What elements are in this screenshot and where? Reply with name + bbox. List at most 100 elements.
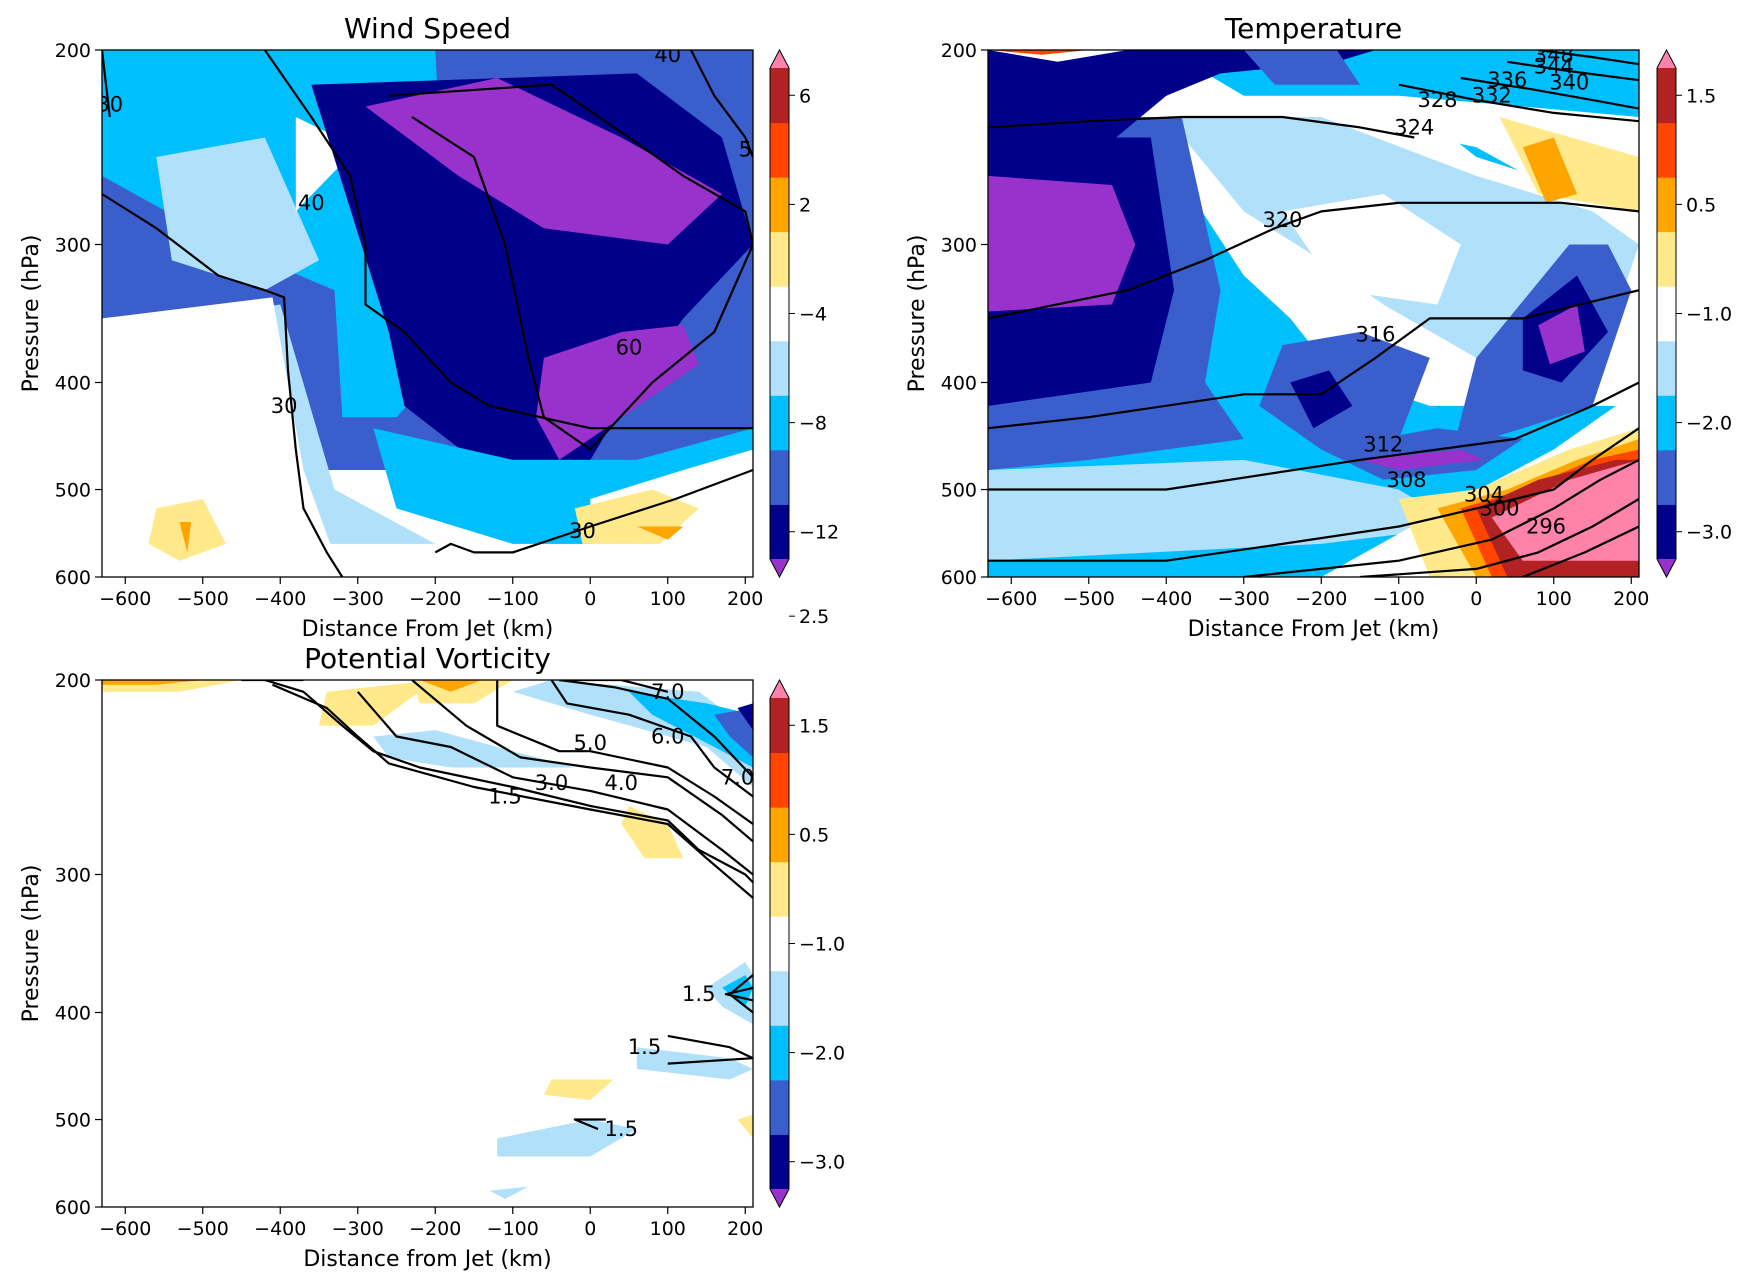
contour-line [411, 680, 753, 843]
filled-region-pale_yellow [1499, 117, 1639, 212]
colorbar-extend-high [1657, 50, 1676, 68]
contour-label: 300 [1479, 496, 1519, 520]
x-tick-label: 0 [1470, 588, 1482, 610]
y-axis-label: Pressure (hPa) [905, 235, 930, 393]
x-axis-label: Distance from Jet (km) [303, 1247, 551, 1272]
colorbar-bin-navy [1657, 504, 1676, 560]
colorbar-bin-dark_red [1657, 68, 1676, 124]
filled-region-purple [1538, 304, 1585, 365]
colorbar-label: 2 [799, 194, 811, 216]
contour-line [559, 680, 669, 693]
contour-line [988, 381, 1639, 491]
y-tick-label: 600 [55, 1197, 91, 1219]
x-tick-label: −400 [254, 1218, 306, 1240]
filled-region-orange [419, 680, 482, 692]
colorbar-label: −3.0 [1686, 522, 1732, 544]
x-tick-label: −100 [1373, 588, 1425, 610]
contour-line [264, 680, 753, 884]
colorbar-outline [1656, 48, 1677, 579]
y-tick-label: 600 [941, 567, 977, 589]
chart-title: Wind Speed [344, 12, 511, 45]
chart-title: Potential Vorticity [304, 642, 551, 675]
colorbar-label: −8 [799, 413, 827, 435]
contour-line [988, 115, 1415, 139]
contour-label: 332 [1472, 84, 1512, 108]
y-tick-label: 200 [941, 40, 977, 62]
contour-label: 30 [569, 519, 596, 543]
filled-region-white [1282, 194, 1461, 305]
x-tick-label: −100 [487, 1218, 539, 1240]
contour-line [102, 193, 344, 577]
colorbar-bin-orange [770, 807, 789, 863]
contour-line [356, 691, 753, 876]
colorbar-bin-orange [1657, 177, 1676, 233]
colorbar-temp: −3.0−2.0−1.00.51.52.5 [1656, 48, 1732, 579]
contour-label: 5 [739, 137, 752, 161]
contour-line [559, 680, 753, 779]
filled-region-pink [1491, 459, 1639, 561]
colorbar-bin-royal [770, 449, 789, 505]
colorbar-bin-navy [770, 1134, 789, 1190]
x-tick-label: −200 [409, 1218, 461, 1240]
colorbar-bin-red_orange [770, 122, 789, 178]
contour-label: 344 [1534, 55, 1574, 79]
contour-label: 324 [1394, 115, 1434, 139]
x-tick-label: −600 [99, 588, 151, 610]
colorbar-bin-light [1657, 340, 1676, 396]
colorbar-extend-low [770, 1189, 789, 1207]
colorbar-label: 1.5 [799, 715, 829, 737]
plot-area-wind: 40 30 5 40 60 30 30 [102, 43, 753, 577]
contour-line [667, 1034, 753, 1060]
colorbar-outline [769, 678, 790, 1209]
contour-label: 304 [1464, 482, 1504, 506]
colorbar-bin-pale_yellow [770, 231, 789, 287]
contour-label: 4.0 [605, 771, 638, 795]
filled-region-light [156, 137, 319, 291]
contour-label: 1.5 [488, 785, 521, 809]
plot-area-pv: 7.0 5.0 6.0 7.0 3.0 4.0 1.5 1.5 1.5 1.5 [102, 680, 754, 1207]
filled-region-royal [1243, 50, 1360, 85]
filled-region-pale_yellow [737, 1114, 753, 1139]
colorbar-label: −2.0 [1686, 413, 1732, 435]
x-tick-label: 200 [1613, 588, 1649, 610]
plot-background [102, 680, 753, 1207]
y-tick-label: 400 [55, 1003, 91, 1025]
contour-line [690, 50, 753, 158]
plot-frame [987, 49, 1640, 578]
colorbar-label: −12 [799, 522, 839, 544]
x-tick-label: −400 [1140, 588, 1192, 610]
colorbar-bin-dark_red [770, 68, 789, 124]
x-tick-label: −300 [332, 1218, 384, 1240]
colorbar-label: 6 [799, 85, 811, 107]
filled-region-pale_yellow [319, 680, 436, 726]
x-axis-label: Distance From Jet (km) [302, 617, 554, 642]
x-tick-label: −500 [1063, 588, 1115, 610]
x-tick-label: 100 [650, 1218, 686, 1240]
colorbar-bin-sky [1657, 395, 1676, 451]
filled-region-royal [1259, 332, 1430, 450]
filled-region-orange [179, 522, 192, 553]
x-tick-label: −600 [99, 1218, 151, 1240]
chart-title: Temperature [1224, 12, 1402, 45]
y-tick-label: 300 [55, 235, 91, 257]
contour-line [724, 986, 753, 1002]
x-tick-label: 200 [727, 1218, 763, 1240]
colorbar-bin-red_orange [770, 752, 789, 808]
contour-label: 40 [654, 43, 681, 67]
contour-label: 328 [1417, 88, 1457, 112]
y-tick-label: 500 [55, 1110, 91, 1132]
filled-region-orange [636, 526, 684, 540]
y-tick-label: 400 [55, 372, 91, 394]
filled-region-orange [1522, 137, 1577, 203]
colorbar-wind: −12−8−42610 [769, 48, 839, 579]
filled-region-white [102, 297, 343, 577]
plot-frame [101, 49, 754, 578]
colorbar-bin-royal [1657, 449, 1676, 505]
contour-label: 7.0 [721, 765, 754, 789]
contour-label: 3.0 [535, 771, 568, 795]
contour-label: 320 [1262, 208, 1302, 232]
contour-line [272, 683, 753, 899]
filled-region-light [636, 1047, 753, 1080]
colorbar-label: −1.0 [799, 934, 845, 956]
